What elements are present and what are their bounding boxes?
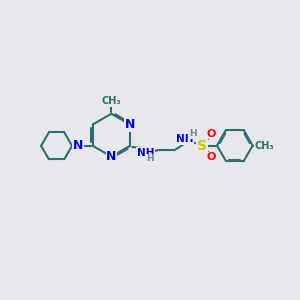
Text: CH₃: CH₃ bbox=[101, 96, 121, 106]
Text: CH₃: CH₃ bbox=[254, 140, 274, 151]
Text: H: H bbox=[189, 129, 196, 138]
Text: O: O bbox=[207, 129, 216, 139]
Text: S: S bbox=[197, 139, 207, 152]
Text: N: N bbox=[125, 118, 135, 131]
Text: N: N bbox=[73, 139, 83, 152]
Text: O: O bbox=[207, 152, 216, 162]
Text: NH: NH bbox=[136, 148, 154, 158]
Text: NH: NH bbox=[176, 134, 194, 144]
Text: N: N bbox=[106, 150, 116, 163]
Text: H: H bbox=[146, 154, 153, 164]
